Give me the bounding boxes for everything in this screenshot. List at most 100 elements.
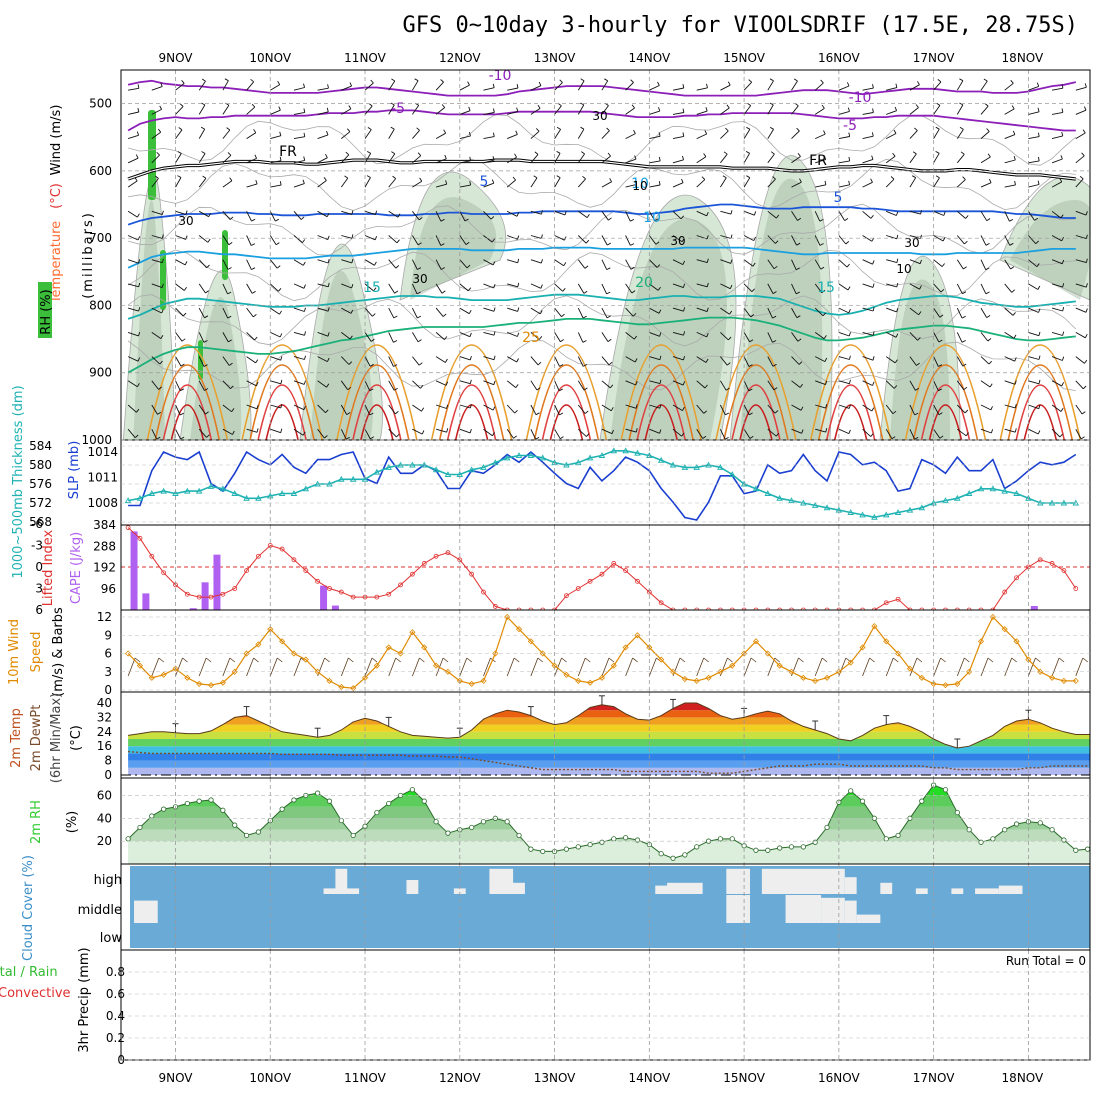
rh-point (966, 827, 972, 833)
wind-barb (601, 235, 608, 246)
contour-label: -5 (843, 118, 857, 134)
wind-barb-flag (723, 151, 728, 155)
surface-wind-barb (601, 657, 610, 677)
precip-tick-label: 0.8 (106, 965, 125, 979)
wind-barb-flag (279, 310, 282, 315)
contour-label: 10 (631, 176, 649, 192)
wind-barb-flag (821, 104, 825, 109)
wind-barb (1028, 160, 1040, 164)
wind-barb-flag (774, 240, 779, 244)
lifted-index-point (872, 607, 877, 610)
wind-barb-flag (416, 291, 421, 295)
wind-barb (838, 380, 850, 385)
wind-barb-flag (725, 127, 729, 132)
wind-speed-point (160, 671, 167, 678)
wind-barb-flag (582, 364, 588, 367)
lifted-index-point (410, 571, 415, 577)
wind-speed-point (800, 674, 807, 681)
wind-barb-flag (202, 175, 207, 179)
wind-barb (956, 104, 964, 115)
surface-wind-barb-flag (1011, 657, 1017, 663)
date-label-top: 13NOV (534, 51, 576, 65)
precip-tick-label: 0.6 (106, 987, 125, 1001)
wind-barb-flag (492, 156, 495, 161)
wind-barb (791, 428, 802, 434)
wind-barb (1004, 283, 1013, 293)
wind-barb (1004, 82, 1014, 91)
wind-barb (814, 82, 824, 91)
wind-barb (341, 131, 351, 139)
wind-barb-flag (441, 104, 446, 108)
rh-point (919, 798, 925, 804)
wind-barb (886, 283, 897, 288)
rh-point (1073, 847, 1079, 853)
wind-barb-flag (634, 358, 638, 363)
thickness-point (942, 497, 949, 504)
wind-barb (269, 211, 276, 222)
wind-barb-flag (326, 130, 329, 136)
wind-barb (483, 136, 495, 140)
contour-label: 30 (412, 272, 427, 286)
wind-barb (388, 428, 397, 438)
wind-barb-flag (251, 267, 256, 270)
wind-speed-point (1049, 674, 1056, 681)
wind-speed-point (859, 644, 866, 651)
wind-barb-flag (702, 435, 707, 439)
wind-barb-flag (493, 284, 496, 289)
wind-barb-flag (280, 428, 283, 433)
wind-barb (317, 307, 329, 312)
temp-unit-label: (°C) (69, 725, 84, 751)
wind-barb-flag (230, 385, 234, 390)
wind-barb-flag (493, 380, 496, 385)
wind-barb (435, 428, 447, 433)
cloud-level-label: low (100, 931, 123, 946)
wind-barb (364, 153, 372, 164)
wind-barb-flag (583, 387, 588, 391)
wind-barb (388, 259, 397, 269)
wind-barb-flag (680, 215, 685, 220)
wind-barb-flag (961, 340, 966, 343)
wind-barb (909, 177, 917, 188)
wind-barb (767, 80, 774, 91)
wind-barb (340, 177, 349, 188)
wind-barb (293, 404, 305, 411)
wind-barb-flag (870, 433, 874, 437)
wind-barb-flag (251, 290, 256, 294)
pressure-tick-label: 500 (89, 97, 112, 111)
wind-speed-point (823, 674, 831, 681)
wind-barb (743, 81, 753, 91)
thickness-point (148, 490, 156, 496)
thickness-point (598, 452, 606, 458)
cloud-high-block (998, 885, 1023, 894)
wind-barb (222, 154, 232, 164)
contour-label: 15 (363, 280, 381, 296)
temp-band (128, 703, 1090, 711)
temp-tick-label: 16 (97, 739, 112, 753)
wind-barb-flag (280, 403, 283, 409)
wind-barb (1004, 235, 1011, 246)
wind-barb (791, 80, 798, 91)
thickness-point (954, 494, 961, 501)
wind-barb-flag (562, 288, 566, 292)
wind-barb (933, 428, 941, 439)
wind-barb-flag (1059, 433, 1063, 438)
surface-wind-barb-flag (869, 657, 875, 663)
wind-barb (1051, 307, 1063, 312)
wind-barb (530, 130, 540, 139)
wind-barb-flag (848, 132, 851, 137)
wind-barb-flag (681, 432, 685, 437)
surface-wind-barb (933, 657, 942, 677)
wind-barb-flag (772, 291, 777, 294)
thickness-tick-label: 576 (29, 477, 52, 491)
wind-barb (293, 259, 304, 266)
wind-speed-point (669, 668, 677, 675)
wind-barb-flag (514, 153, 517, 158)
wind-barb (815, 428, 826, 433)
wind-barb (696, 428, 704, 439)
wind-barb-flag (369, 412, 374, 416)
contour-label: 10 (632, 179, 647, 193)
wind-speed-point (895, 650, 902, 657)
rh-point (279, 806, 285, 812)
wind-barb (885, 428, 893, 439)
wind-barb (649, 135, 661, 140)
